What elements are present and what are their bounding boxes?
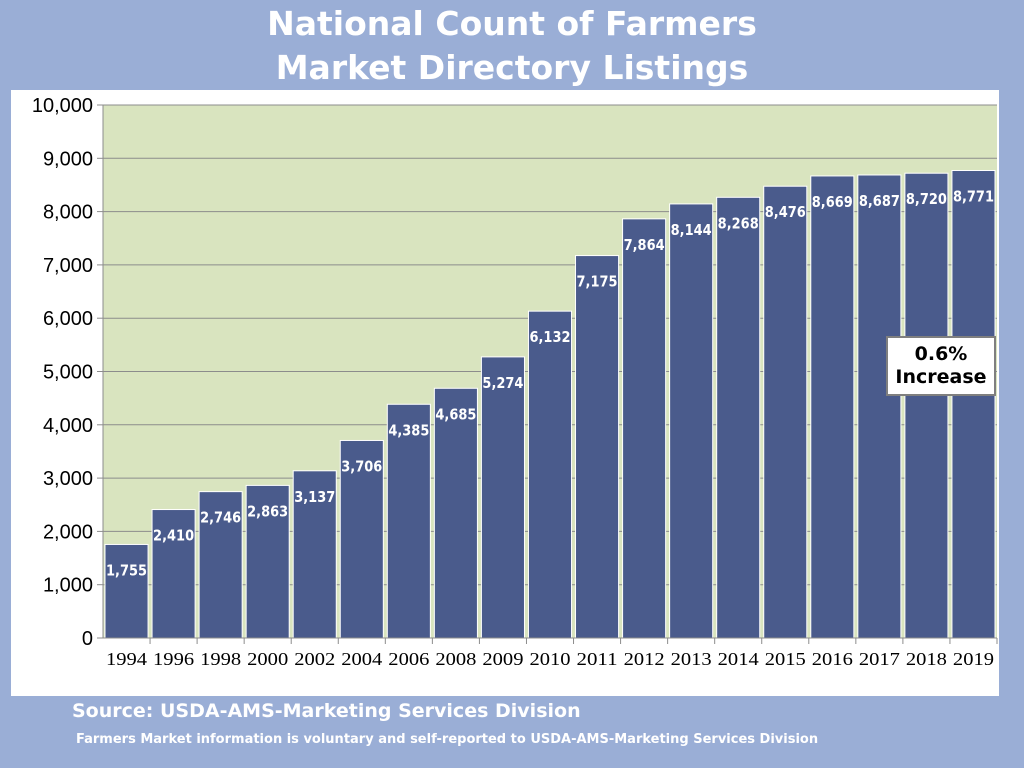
source-text: Source: USDA-AMS-Marketing Services Divi… [72, 700, 581, 722]
y-tick-label: 2,000 [43, 521, 93, 543]
x-tick-label: 2002 [294, 649, 335, 669]
bar [622, 218, 667, 639]
bar-value-label: 8,720 [906, 190, 947, 208]
x-tick-label: 2011 [577, 649, 618, 669]
bar-value-label: 7,864 [624, 236, 665, 254]
bar-value-label: 4,685 [435, 405, 476, 423]
bar-value-label: 8,669 [812, 193, 853, 211]
x-tick-label: 2015 [765, 649, 806, 669]
bar-value-label: 6,132 [529, 328, 570, 346]
bar [151, 509, 196, 639]
x-tick-label: 2008 [435, 649, 476, 669]
bar [339, 439, 384, 639]
bar-value-label: 8,268 [718, 214, 759, 232]
x-tick-label: 2000 [247, 649, 288, 669]
x-tick-label: 2006 [388, 649, 429, 669]
increase-callout: 0.6% Increase [886, 336, 996, 396]
bar [763, 185, 808, 639]
x-tick-label: 2004 [341, 649, 382, 669]
bar-value-label: 1,755 [106, 561, 147, 579]
bar-value-label: 8,476 [765, 203, 806, 221]
x-tick-label: 1996 [153, 649, 194, 669]
bar [904, 172, 949, 639]
bar-value-label: 3,706 [341, 457, 382, 475]
x-tick-label: 1994 [106, 649, 147, 669]
y-tick-label: 5,000 [43, 362, 93, 384]
title-line-1: National Count of Farmers [267, 4, 757, 43]
x-tick-label: 2012 [624, 649, 665, 669]
bar [857, 174, 902, 639]
bar [433, 387, 478, 639]
x-tick-label: 2010 [529, 649, 570, 669]
bar-value-label: 2,863 [247, 502, 288, 520]
bar-value-label: 2,410 [153, 527, 194, 545]
callout-label: Increase [895, 366, 987, 388]
bar [575, 255, 620, 639]
bar-value-label: 2,746 [200, 509, 241, 527]
bar [669, 203, 714, 639]
footnote-text: Farmers Market information is voluntary … [76, 732, 819, 747]
chart-title: National Count of Farmers Market Directo… [0, 2, 1024, 90]
y-tick-label: 8,000 [43, 202, 93, 224]
x-tick-label: 1998 [200, 649, 241, 669]
x-tick-label: 2013 [671, 649, 712, 669]
bar-value-label: 3,137 [294, 488, 335, 506]
x-tick-label: 2016 [812, 649, 853, 669]
bar-value-label: 4,385 [388, 421, 429, 439]
bar [527, 310, 573, 639]
y-tick-label: 7,000 [43, 255, 93, 277]
bar [198, 491, 243, 639]
bar [104, 543, 149, 639]
x-tick-label: 2014 [718, 649, 759, 669]
callout-percent: 0.6% [914, 343, 968, 365]
bar [245, 484, 290, 639]
bar [810, 175, 855, 639]
y-tick-label: 10,000 [32, 95, 93, 117]
bar-value-label: 5,274 [482, 374, 523, 392]
x-tick-label: 2017 [859, 649, 900, 669]
y-tick-label: 1,000 [43, 575, 93, 597]
bar [480, 356, 525, 639]
y-tick-label: 3,000 [43, 468, 93, 490]
x-tick-label: 2019 [953, 649, 994, 669]
bar [386, 403, 431, 639]
bar-value-label: 8,144 [671, 221, 712, 239]
bar [951, 170, 996, 639]
x-tick-label: 2009 [482, 649, 523, 669]
y-tick-label: 0 [82, 628, 93, 650]
y-tick-label: 4,000 [43, 415, 93, 437]
x-tick-label: 2018 [906, 649, 947, 669]
bar-value-label: 7,175 [577, 273, 618, 291]
title-line-2: Market Directory Listings [275, 48, 749, 87]
bar-value-label: 8,687 [859, 192, 900, 210]
y-tick-label: 9,000 [43, 148, 93, 170]
y-tick-label: 6,000 [43, 308, 93, 330]
bar-value-label: 8,771 [953, 188, 994, 206]
bar [716, 196, 761, 639]
